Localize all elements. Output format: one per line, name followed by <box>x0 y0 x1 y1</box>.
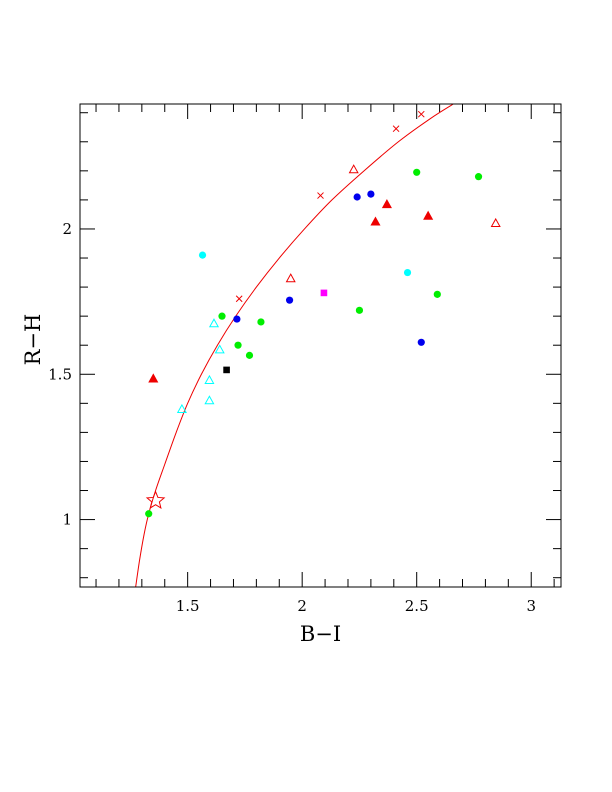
curve-cross-marker <box>392 125 400 133</box>
data-point-circle <box>285 296 294 304</box>
data-point-circle <box>367 190 375 198</box>
data-point-triangle-open <box>490 217 501 228</box>
curve-cross-marker <box>417 110 425 118</box>
curve-cross-marker <box>235 295 243 303</box>
data-point-triangle-open <box>176 403 187 414</box>
data-point-triangle-open <box>285 273 296 283</box>
star-marker <box>145 490 166 510</box>
data-point-triangle-open <box>204 374 215 384</box>
data-point-circle <box>355 306 364 314</box>
data-point-circle <box>245 351 254 359</box>
y-axis-label: R−H <box>21 314 45 366</box>
data-point-circle <box>353 193 361 201</box>
tick-labels: 1.5 2 2.5 3 1 1.5 2 <box>48 220 536 615</box>
data-point-circle <box>218 312 226 320</box>
data-point-circle <box>403 268 412 277</box>
x-tick-label: 2.5 <box>405 597 429 615</box>
x-tick-label: 3 <box>526 597 536 615</box>
x-tick-label: 2 <box>297 597 307 615</box>
y-tick-label: 2 <box>62 220 72 238</box>
axis-ticks <box>80 104 561 587</box>
data-point-triangle-filled <box>423 210 434 220</box>
data-point-square <box>223 366 230 374</box>
data-point-circle <box>257 318 265 326</box>
data-point-circle <box>433 290 441 298</box>
data-point-circle <box>413 168 421 176</box>
data-point-triangle-open <box>204 395 215 405</box>
data-point-circle <box>145 510 153 518</box>
data-point-triangle-filled <box>370 216 381 226</box>
data-point-circle <box>233 315 241 323</box>
data-point-triangle-filled <box>148 373 159 383</box>
data-points-layer <box>145 164 501 518</box>
data-point-circle <box>417 338 425 346</box>
x-axis-label: B−I <box>300 622 341 646</box>
model-curve <box>135 104 454 587</box>
data-point-triangle-open <box>208 318 220 328</box>
y-tick-label: 1 <box>62 511 72 529</box>
y-tick-label: 1.5 <box>48 365 72 383</box>
data-point-circle <box>198 251 207 259</box>
data-point-square <box>320 289 328 297</box>
plot-frame <box>79 103 562 588</box>
data-point-triangle-open <box>214 344 225 354</box>
data-point-circle <box>474 173 483 181</box>
data-point-circle <box>234 341 242 349</box>
x-tick-label: 1.5 <box>176 597 200 615</box>
data-point-triangle-filled <box>381 199 392 209</box>
curve-cross-marker <box>317 192 324 199</box>
data-point-triangle-open <box>348 164 359 174</box>
model-curve-layer <box>135 104 454 587</box>
